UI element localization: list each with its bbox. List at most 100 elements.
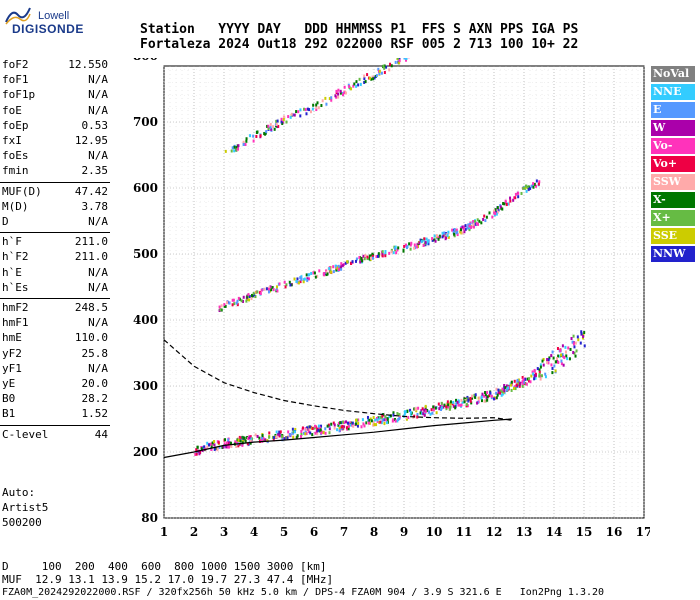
echo-point xyxy=(247,436,250,440)
echo-point xyxy=(573,351,576,355)
echo-point xyxy=(525,189,528,193)
legend-item: NoVal xyxy=(651,66,695,82)
echo-point xyxy=(422,243,425,247)
echo-point xyxy=(453,234,456,238)
echo-point xyxy=(247,293,250,297)
echo-point xyxy=(457,403,460,407)
echo-point xyxy=(360,256,363,260)
echo-point xyxy=(469,396,472,400)
echo-point xyxy=(455,402,458,406)
echo-point xyxy=(531,183,534,187)
echo-point xyxy=(231,146,234,150)
echo-point xyxy=(437,236,440,240)
echo-point xyxy=(440,408,443,412)
echo-point xyxy=(535,184,538,188)
param-value: 28.2 xyxy=(81,392,109,406)
echo-point xyxy=(343,91,346,95)
echo-point xyxy=(532,372,535,376)
echo-point xyxy=(283,437,286,441)
echo-point xyxy=(378,72,381,76)
echo-point xyxy=(300,432,303,436)
echo-point xyxy=(404,243,407,247)
echo-point xyxy=(419,411,422,415)
echo-point xyxy=(406,409,409,413)
param-name: h`F xyxy=(2,235,22,249)
echo-point xyxy=(271,286,274,290)
param-name: fmin xyxy=(2,164,29,178)
echo-point xyxy=(406,246,409,250)
echo-point xyxy=(461,231,464,235)
echo-point xyxy=(249,441,252,445)
echo-point xyxy=(316,274,319,278)
echo-point xyxy=(416,243,419,247)
echo-point xyxy=(521,384,524,388)
echo-point xyxy=(528,379,531,383)
echo-point xyxy=(275,435,278,439)
echo-point xyxy=(522,377,525,381)
echo-point xyxy=(382,64,385,68)
echo-point xyxy=(381,418,384,422)
echo-point xyxy=(371,75,374,79)
echo-point xyxy=(505,388,508,392)
echo-point xyxy=(413,246,416,250)
echo-point xyxy=(322,430,325,434)
echo-point xyxy=(358,77,361,81)
echo-point xyxy=(343,425,346,429)
echo-point xyxy=(468,226,471,230)
y-tick-label: 300 xyxy=(133,379,158,393)
echo-point xyxy=(337,264,340,268)
echo-point xyxy=(338,429,341,433)
echo-point xyxy=(278,430,281,434)
param-name: foF2 xyxy=(2,58,29,71)
echo-point xyxy=(421,407,424,411)
echo-point xyxy=(248,295,251,299)
echo-point xyxy=(296,277,299,281)
param-name: h`F2 xyxy=(2,250,29,264)
echo-point xyxy=(424,409,427,413)
echo-point xyxy=(396,419,399,423)
echo-point xyxy=(226,445,229,449)
echo-point xyxy=(324,427,327,431)
echo-point xyxy=(224,149,227,153)
echo-point xyxy=(220,304,223,308)
x-tick-label: 13 xyxy=(516,525,533,539)
echo-point xyxy=(358,256,361,260)
param-value: 2.35 xyxy=(81,164,109,178)
echo-point xyxy=(249,435,252,439)
echo-point xyxy=(234,440,237,444)
echo-point xyxy=(482,217,485,221)
echo-point xyxy=(355,80,358,84)
echo-point xyxy=(471,394,474,398)
echo-point xyxy=(367,421,370,425)
echo-point xyxy=(213,447,216,451)
x-tick-label: 7 xyxy=(340,525,348,539)
echo-point xyxy=(484,399,487,403)
echo-point xyxy=(275,430,278,434)
param-row: hmF1 N/A xyxy=(2,316,108,331)
echo-point xyxy=(420,240,423,244)
echo-point xyxy=(297,281,300,285)
echo-point xyxy=(409,243,412,247)
echo-point xyxy=(226,441,229,445)
echo-point xyxy=(217,441,220,445)
param-row: h`E N/A xyxy=(2,266,108,281)
echo-point xyxy=(337,267,340,271)
echo-point xyxy=(507,386,510,390)
echo-point xyxy=(534,376,537,380)
legend-item: SSE xyxy=(651,228,695,244)
echo-point xyxy=(268,286,271,290)
echo-point xyxy=(442,405,445,409)
echo-point xyxy=(373,76,376,80)
echo-point xyxy=(340,262,343,266)
echo-point xyxy=(442,234,445,238)
echo-point xyxy=(563,355,566,359)
echo-point xyxy=(492,397,495,401)
legend-item: E xyxy=(651,102,695,118)
echo-point xyxy=(370,419,373,423)
param-row: h`F 211.0 xyxy=(2,235,108,250)
echo-point xyxy=(210,442,213,446)
echo-point xyxy=(459,230,462,234)
echo-point xyxy=(270,288,273,292)
param-value: N/A xyxy=(88,280,108,294)
echo-point xyxy=(512,386,515,390)
